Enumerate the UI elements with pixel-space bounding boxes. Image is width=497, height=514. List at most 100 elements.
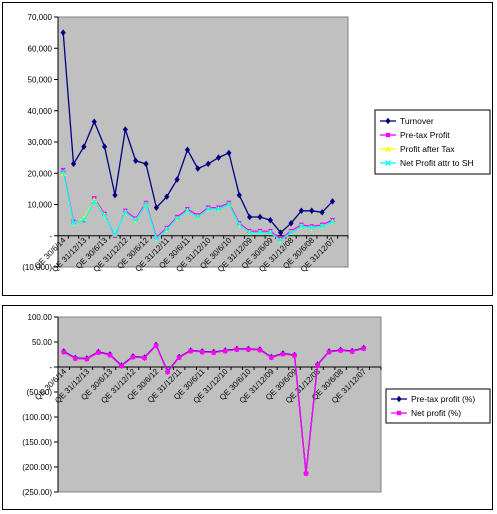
data-point: [223, 348, 228, 354]
data-point: [80, 215, 87, 221]
legend-label: Turnover: [400, 116, 434, 126]
legend-label: Pre-tax Profit: [400, 130, 450, 140]
data-point: [278, 229, 284, 236]
data-point: [184, 146, 191, 154]
data-point: [91, 196, 98, 203]
plot-area: [57, 16, 349, 268]
financials-chart: 70,000 60,000 50,000 40,000 30,000 20,000 10,0…: [22, 13, 491, 274]
data-point: [326, 349, 332, 355]
data-point: [257, 213, 263, 221]
data-point: [70, 160, 77, 168]
data-point: [91, 118, 97, 125]
data-point: [91, 198, 98, 205]
data-point: [184, 207, 191, 214]
y-tick-label: (150.00): [22, 438, 52, 447]
data-point: [236, 191, 242, 199]
data-point: [288, 220, 294, 227]
data-point: [277, 237, 284, 244]
data-point: [143, 160, 149, 168]
data-point: [195, 165, 201, 172]
y-tick-label: 20,000: [28, 169, 53, 178]
series-net-profit: [61, 343, 366, 476]
data-point: [280, 351, 286, 357]
y-tick-label: -: [49, 363, 52, 372]
y-tick-label: 70,000: [28, 13, 53, 22]
legend-marker: [396, 410, 402, 416]
data-point: [226, 201, 232, 208]
y-tick-label: -: [49, 232, 52, 241]
data-point: [60, 167, 66, 173]
data-point: [303, 471, 309, 476]
legend-marker: [385, 132, 391, 138]
data-point: [122, 126, 128, 133]
data-point: [174, 176, 180, 183]
data-point: [165, 369, 170, 375]
data-point: [315, 362, 320, 368]
data-point: [176, 355, 182, 360]
data-point: [81, 143, 87, 150]
data-point: [288, 229, 294, 236]
data-point: [153, 343, 159, 348]
legend-label: Net Profit attr to SH: [400, 158, 474, 168]
data-point: [211, 350, 216, 355]
data-point: [73, 356, 78, 361]
legend-label: Profit after Tax: [400, 144, 455, 154]
data-point: [188, 348, 193, 354]
margins-chart: 100.00 50.00 - (50.00) (100.00) (150.00) (200.…: [22, 313, 491, 497]
data-point: [246, 229, 253, 236]
data-point: [130, 354, 136, 360]
y-tick-label: 40,000: [28, 107, 53, 116]
data-point: [226, 149, 232, 157]
legend-entry: Profit after Tax: [380, 144, 455, 154]
data-point: [236, 221, 243, 228]
data-point: [361, 346, 366, 351]
data-point: [257, 347, 263, 353]
data-point: [153, 204, 159, 211]
data-point: [349, 349, 355, 354]
series-net-profit-attr-to-sh: [60, 168, 336, 244]
y-tick-label: 100.00: [28, 313, 53, 322]
data-point: [319, 223, 325, 230]
data-point: [112, 191, 118, 199]
data-point: [298, 207, 304, 214]
legend-marker: [385, 117, 391, 125]
y-tick-label: (250.00): [22, 488, 52, 497]
data-point: [163, 226, 170, 233]
data-point: [319, 209, 325, 216]
data-point: [60, 29, 66, 36]
data-point: [122, 209, 129, 216]
data-point: [215, 206, 222, 213]
data-point: [205, 160, 211, 168]
y-tick-label: 50,000: [28, 76, 53, 85]
plot-area: [57, 316, 382, 493]
data-point: [174, 215, 180, 222]
data-point: [269, 355, 274, 360]
data-point: [267, 216, 273, 224]
data-point: [199, 349, 205, 355]
y-tick-label: (10,000): [22, 263, 52, 272]
data-point: [257, 229, 263, 236]
data-point: [133, 157, 139, 164]
data-point: [194, 214, 201, 220]
margins-chart-panel: 100.00 50.00 - (50.00) (100.00) (150.00) (200.…: [2, 305, 493, 510]
series-turnover: [60, 29, 336, 236]
data-point: [112, 231, 118, 238]
data-point: [164, 193, 170, 200]
legend-marker: [385, 160, 391, 166]
legend-entry: Turnover: [380, 116, 434, 126]
legend-entry: Pre-tax Profit: [380, 130, 450, 140]
y-tick-label: (200.00): [22, 463, 52, 472]
data-point: [119, 363, 124, 369]
data-point: [153, 236, 160, 242]
legend-box: [385, 388, 491, 424]
data-point: [267, 229, 274, 236]
data-point: [215, 154, 222, 161]
y-tick-label: 50.00: [32, 338, 53, 347]
y-tick-label: 10,000: [28, 201, 53, 210]
data-point: [308, 225, 315, 231]
legend-entry: Net profit (%): [391, 408, 461, 418]
data-point: [292, 353, 297, 358]
legend-entry: Net Profit attr to SH: [380, 158, 474, 168]
financials-chart-panel: 70,000 60,000 50,000 40,000 30,000 20,000 10,0…: [2, 2, 493, 296]
data-point: [298, 223, 305, 230]
